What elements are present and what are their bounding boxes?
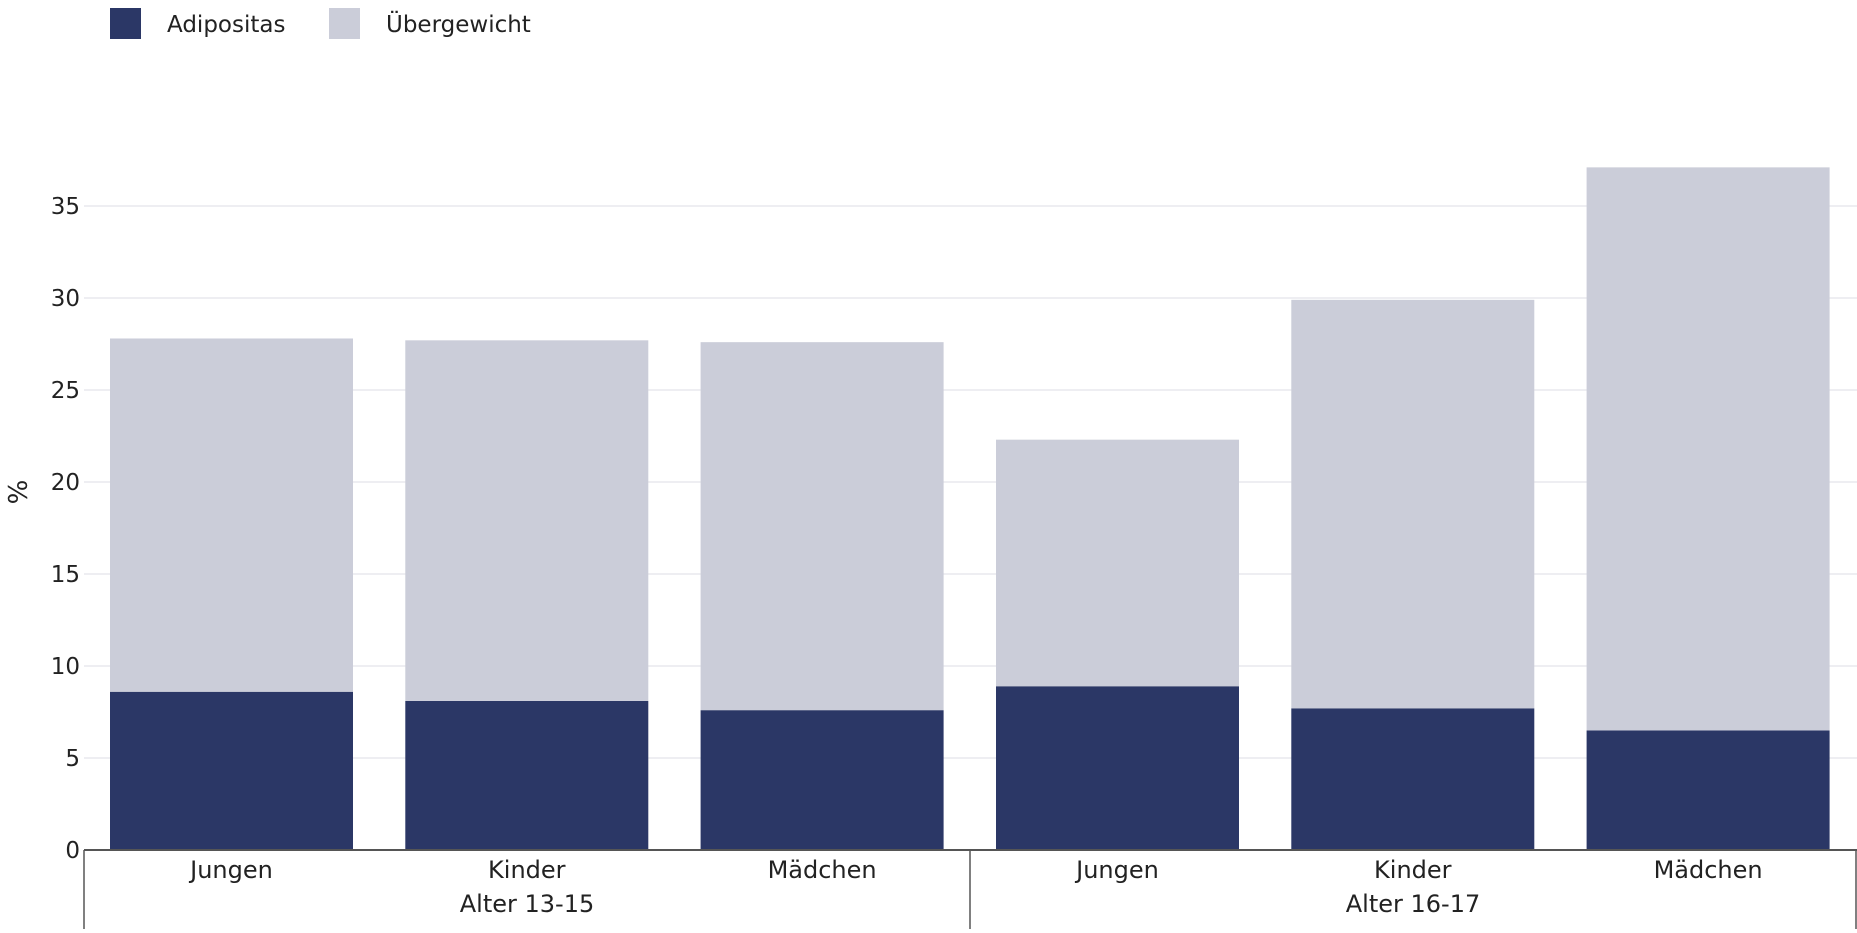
bar-segment-adipositas bbox=[996, 686, 1239, 850]
bar-segment-uebergewicht bbox=[1586, 167, 1830, 731]
axes: 0 5 10 15 20 25 30 35 Jungen Kinder Mädchen Alter 1… bbox=[51, 194, 1857, 929]
x-group-label: Alter 13-15 bbox=[460, 890, 595, 918]
y-tick-label: 10 bbox=[51, 654, 80, 680]
bar-segment-adipositas bbox=[700, 710, 944, 850]
bar-segment-uebergewicht bbox=[1291, 299, 1535, 709]
x-category-label: Kinder bbox=[1374, 856, 1452, 884]
y-tick-label: 20 bbox=[51, 470, 80, 496]
y-tick-label: 25 bbox=[51, 378, 80, 404]
x-category-label: Mädchen bbox=[1654, 856, 1763, 884]
legend: Adipositas Übergewicht bbox=[110, 8, 531, 39]
y-tick-label: 15 bbox=[51, 562, 80, 588]
gridlines bbox=[84, 205, 1857, 759]
bar-segment-uebergewicht bbox=[700, 342, 944, 711]
bar-segment-adipositas bbox=[110, 691, 353, 850]
bar-segment-adipositas bbox=[1586, 730, 1830, 850]
bar-segment-adipositas bbox=[405, 700, 649, 850]
x-category-label: Kinder bbox=[488, 856, 566, 884]
legend-swatch bbox=[329, 8, 360, 39]
legend-label: Adipositas bbox=[167, 12, 285, 38]
x-category-label: Jungen bbox=[188, 856, 273, 884]
x-category-label: Mädchen bbox=[768, 856, 877, 884]
x-group-label: Alter 16-17 bbox=[1346, 890, 1481, 918]
x-category-label: Jungen bbox=[1074, 856, 1159, 884]
y-tick-label: 35 bbox=[51, 194, 80, 220]
bar-segment-uebergewicht bbox=[405, 340, 649, 701]
y-tick-label: 30 bbox=[51, 286, 80, 312]
y-axis-label: % bbox=[4, 480, 34, 505]
y-tick-label: 0 bbox=[65, 838, 80, 864]
bar-segment-uebergewicht bbox=[996, 439, 1239, 687]
bar-segment-adipositas bbox=[1291, 708, 1535, 850]
y-tick-label: 5 bbox=[65, 746, 80, 772]
bars bbox=[110, 167, 1830, 850]
legend-swatch bbox=[110, 8, 141, 39]
legend-label: Übergewicht bbox=[386, 10, 531, 38]
bar-segment-uebergewicht bbox=[110, 338, 353, 692]
